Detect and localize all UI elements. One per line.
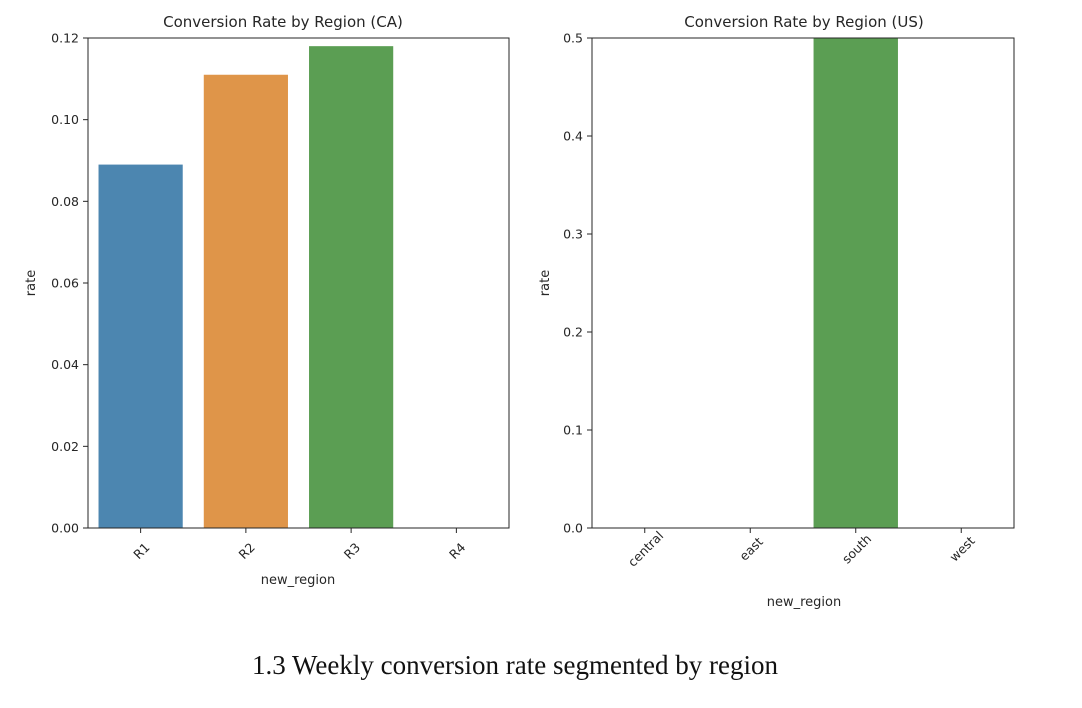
- bars-group: [813, 38, 898, 528]
- y-tick-label: 0.2: [563, 325, 583, 340]
- bar-R3: [309, 46, 394, 529]
- y-tick-label: 0.3: [563, 227, 583, 242]
- bar-south: [813, 38, 898, 528]
- x-axis-ticks: R1 R2 R3 R4: [130, 528, 468, 562]
- y-tick-label: 0.1: [563, 423, 583, 438]
- bars-group: [98, 46, 394, 529]
- x-tick-label: west: [946, 533, 977, 564]
- plot-frame: [591, 37, 1015, 529]
- bar-R2: [203, 74, 288, 528]
- y-axis-ticks: 0.0 0.1 0.2 0.3 0.4 0.5: [563, 31, 592, 536]
- chart-us: Conversion Rate by Region (US) 0.0 0.1 0.2…: [538, 13, 1015, 610]
- x-tick-label: central: [625, 528, 666, 569]
- x-tick-label: south: [839, 531, 874, 566]
- bar-R1: [98, 164, 183, 529]
- y-tick-label: 0.06: [51, 276, 79, 291]
- x-axis-ticks: central east south west: [625, 528, 978, 570]
- y-tick-label: 0.0: [563, 521, 583, 536]
- y-axis-label: rate: [538, 270, 553, 296]
- x-tick-label: R2: [236, 540, 258, 562]
- x-tick-label: east: [736, 534, 766, 564]
- y-tick-label: 0.4: [563, 129, 583, 144]
- y-tick-label: 0.04: [51, 357, 79, 372]
- y-tick-label: 0.12: [51, 31, 79, 46]
- figure-canvas: Conversion Rate by Region (CA) 0.000.020…: [24, 13, 1015, 610]
- chart-title: Conversion Rate by Region (US): [684, 13, 924, 31]
- chart-title: Conversion Rate by Region (CA): [163, 13, 403, 31]
- plot-frame: [87, 37, 510, 529]
- y-tick-label: 0.5: [563, 31, 583, 46]
- y-tick-label: 0.00: [51, 521, 79, 536]
- x-axis-label: new_region: [261, 573, 335, 588]
- y-tick-label: 0.08: [51, 194, 79, 209]
- y-axis-ticks: 0.00 0.02 0.04 0.06 0.08 0.10 0.12: [51, 31, 88, 536]
- y-axis-label: rate: [24, 270, 39, 296]
- x-tick-label: R3: [341, 540, 363, 562]
- chart-ca: Conversion Rate by Region (CA) 0.000.020…: [24, 13, 510, 588]
- x-tick-label: R1: [130, 540, 152, 562]
- x-tick-label: R4: [446, 540, 468, 562]
- figure-caption: 1.3 Weekly conversion rate segmented by …: [252, 650, 778, 680]
- x-axis-label: new_region: [767, 595, 841, 610]
- y-tick-label: 0.10: [51, 112, 79, 127]
- y-tick-label: 0.02: [51, 439, 79, 454]
